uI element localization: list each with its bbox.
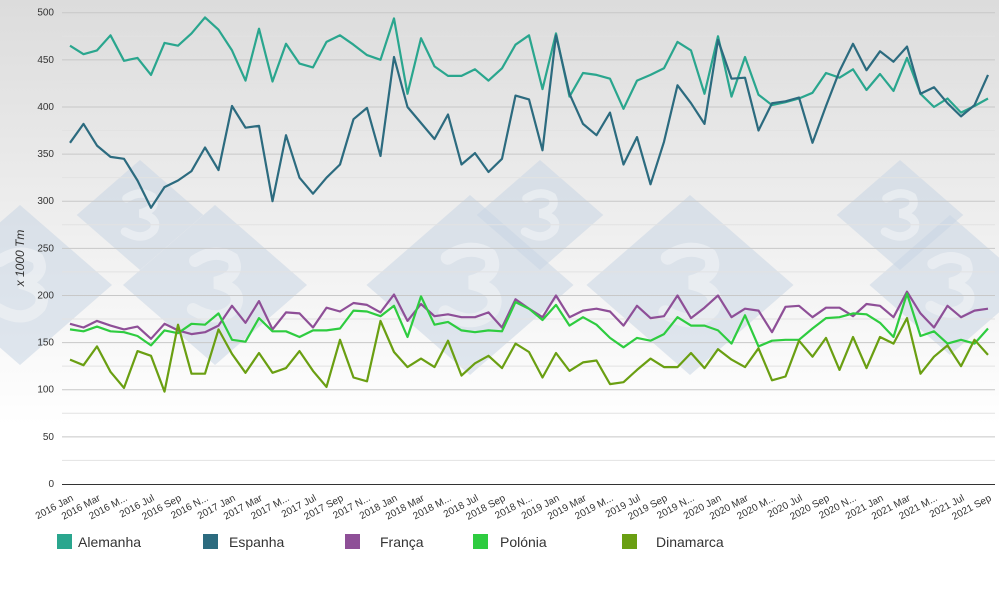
y-tick-label: 350	[37, 149, 54, 160]
legend-label: Dinamarca	[656, 534, 724, 550]
y-tick-label: 150	[37, 338, 54, 349]
legend-swatch	[203, 534, 218, 549]
gridlines	[62, 12, 995, 461]
watermark-digit	[925, 252, 975, 318]
legend-item[interactable]: Alemanha	[57, 534, 141, 550]
series-line-espanha	[69, 34, 990, 209]
y-axis-label: x 1000 Tm	[13, 230, 27, 288]
y-tick-label: 200	[37, 290, 54, 301]
y-tick-label: 250	[37, 243, 54, 254]
watermark-digit	[880, 189, 920, 241]
watermark-digit	[0, 247, 48, 323]
watermark-digit	[520, 189, 560, 241]
series-lines	[69, 16, 990, 393]
legend-label: Espanha	[229, 534, 284, 550]
legend-label: Polónia	[500, 534, 547, 550]
y-axis-ticks: 0 50 100 150 200 250 300 350 400 450 500	[37, 8, 54, 490]
legend-label: França	[380, 534, 424, 550]
y-tick-label: 300	[37, 196, 54, 207]
legend: Alemanha Espanha França Polónia Dinamarca	[57, 534, 724, 550]
series-line-dinamarca	[69, 317, 989, 393]
y-tick-label: 400	[37, 102, 54, 113]
legend-item[interactable]: França	[345, 534, 424, 550]
y-tick-label: 450	[37, 55, 54, 66]
watermark-diamond	[0, 205, 112, 365]
legend-item[interactable]: Espanha	[203, 534, 284, 550]
series-line-polónia	[69, 292, 989, 349]
legend-swatch	[57, 534, 72, 549]
legend-item[interactable]: Dinamarca	[622, 534, 724, 550]
watermark-logo	[0, 160, 999, 375]
legend-swatch	[345, 534, 360, 549]
watermark-digit	[438, 242, 502, 328]
legend-item[interactable]: Polónia	[473, 534, 547, 550]
watermark-diamond	[869, 215, 999, 355]
y-tick-label: 50	[43, 432, 55, 443]
legend-swatch	[622, 534, 637, 549]
y-tick-label: 0	[48, 479, 54, 490]
legend-label: Alemanha	[78, 534, 141, 550]
y-tick-label: 100	[37, 385, 54, 396]
series-line-alemanha	[69, 16, 989, 114]
watermark-digit	[658, 242, 722, 328]
legend-swatch	[473, 534, 488, 549]
y-tick-label: 500	[37, 8, 54, 19]
